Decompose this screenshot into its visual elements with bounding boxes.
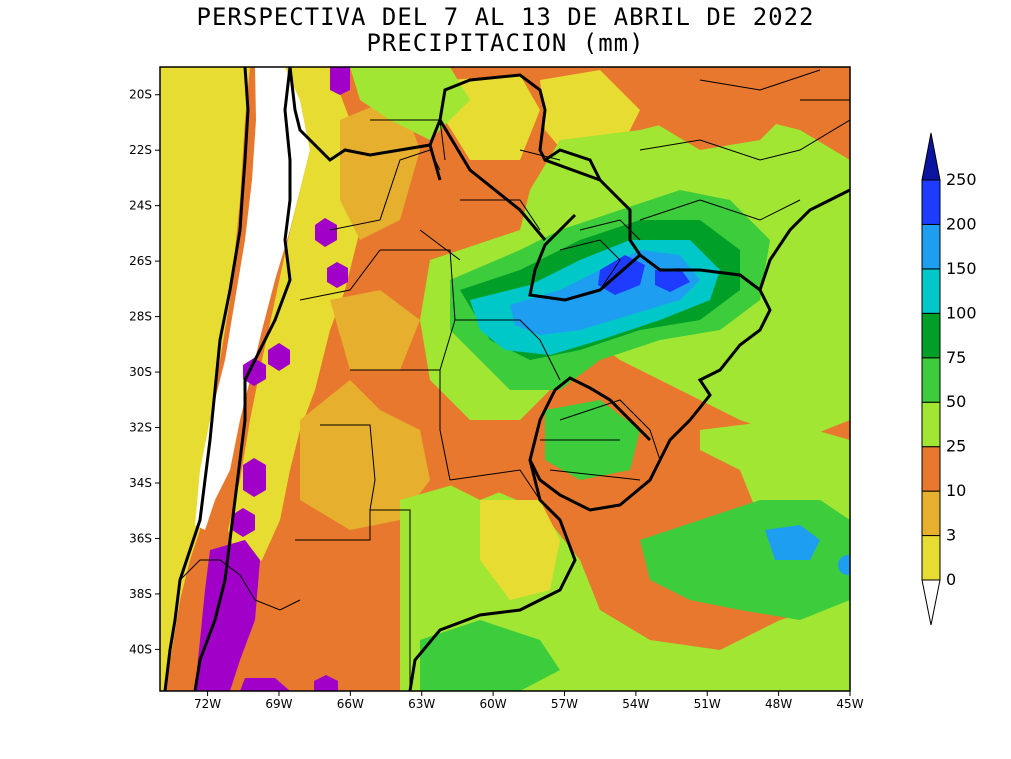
colorbar-label: 0 xyxy=(946,570,956,589)
lat-tick-label: 24S xyxy=(129,199,152,213)
lat-tick-label: 20S xyxy=(129,88,152,102)
map-subtitle: PRECIPITACION (mm) xyxy=(366,29,645,57)
colorbar-label: 3 xyxy=(946,526,956,545)
latitude-axis: 20S 22S 24S 26S 28S 30S 32S 34S 36S 38S 40S xyxy=(129,88,160,656)
lon-tick-label: 48W xyxy=(765,697,792,711)
colorbar-label: 25 xyxy=(946,437,966,456)
region-blue-core xyxy=(598,255,645,295)
lat-tick-label: 40S xyxy=(129,642,152,656)
colorbar-label: 100 xyxy=(946,303,977,322)
region-orange-pampa xyxy=(440,420,530,500)
colorbar-underflow-arrow xyxy=(921,579,941,626)
lat-tick-label: 32S xyxy=(129,421,152,435)
region-yellow-pacific xyxy=(160,67,250,691)
region-darkyellow-mid xyxy=(330,290,420,370)
country-borders xyxy=(163,67,850,691)
map-frame xyxy=(159,66,851,692)
region-orange-brazil xyxy=(640,67,800,150)
map-title: PERSPECTIVA DEL 7 AL 13 DE ABRIL DE 2022 xyxy=(196,3,815,31)
region-darkyellow-north xyxy=(340,95,420,240)
colorbar-swatch xyxy=(921,223,941,270)
region-green-south xyxy=(420,620,560,691)
province-borders xyxy=(179,69,850,690)
colorbar-overflow-arrow xyxy=(921,132,941,181)
colorbar-label: 150 xyxy=(946,259,977,278)
region-purple-andes xyxy=(195,67,350,691)
colorbar-swatch xyxy=(921,490,941,537)
precip-field xyxy=(160,67,850,691)
colorbar-swatch xyxy=(921,179,941,225)
lon-tick-label: 69W xyxy=(265,697,292,711)
region-lightblue-edge xyxy=(838,555,850,575)
colorbar-swatch xyxy=(921,268,941,314)
lat-tick-label: 36S xyxy=(129,531,152,545)
region-yellow-buenosaires xyxy=(480,500,560,600)
colorbar-label: 200 xyxy=(946,214,977,233)
lat-tick-label: 28S xyxy=(129,310,152,324)
region-yellow-north xyxy=(445,75,540,160)
colorbar-label: 250 xyxy=(946,170,977,189)
colorbar-label: 50 xyxy=(946,392,966,411)
colorbar-swatch xyxy=(921,446,941,492)
lon-tick-label: 57W xyxy=(551,697,578,711)
lat-tick-label: 30S xyxy=(129,365,152,379)
lon-tick-label: 60W xyxy=(480,697,507,711)
colorbar-swatch xyxy=(921,312,941,359)
longitude-axis: 72W 69W 66W 63W 60W 57W 54W 51W 48W 45W xyxy=(194,691,864,711)
colorbar: 0 3 10 25 50 75 100 150 200 250 xyxy=(921,132,977,626)
region-no-data-andes xyxy=(195,67,310,530)
region-yellow-andes xyxy=(228,67,370,570)
colorbar-label: 10 xyxy=(946,481,966,500)
region-darkyellow-center xyxy=(300,380,430,530)
national-borders xyxy=(163,67,850,691)
colorbar-swatch xyxy=(921,535,941,581)
lon-tick-label: 45W xyxy=(836,697,863,711)
lat-tick-label: 26S xyxy=(129,254,152,268)
lon-tick-label: 54W xyxy=(622,697,649,711)
region-lightblue-atlantic xyxy=(765,525,820,560)
region-blue-core-east xyxy=(655,268,690,292)
region-lightblue-band xyxy=(510,250,700,335)
lon-tick-label: 66W xyxy=(337,697,364,711)
colorbar-label: 75 xyxy=(946,348,966,367)
lat-tick-label: 22S xyxy=(129,143,152,157)
lat-tick-label: 34S xyxy=(129,476,152,490)
lat-tick-label: 38S xyxy=(129,587,152,601)
lon-tick-label: 72W xyxy=(194,697,221,711)
colorbar-swatch xyxy=(921,401,941,448)
lon-tick-label: 63W xyxy=(408,697,435,711)
lon-tick-label: 51W xyxy=(694,697,721,711)
colorbar-swatch xyxy=(921,357,941,403)
